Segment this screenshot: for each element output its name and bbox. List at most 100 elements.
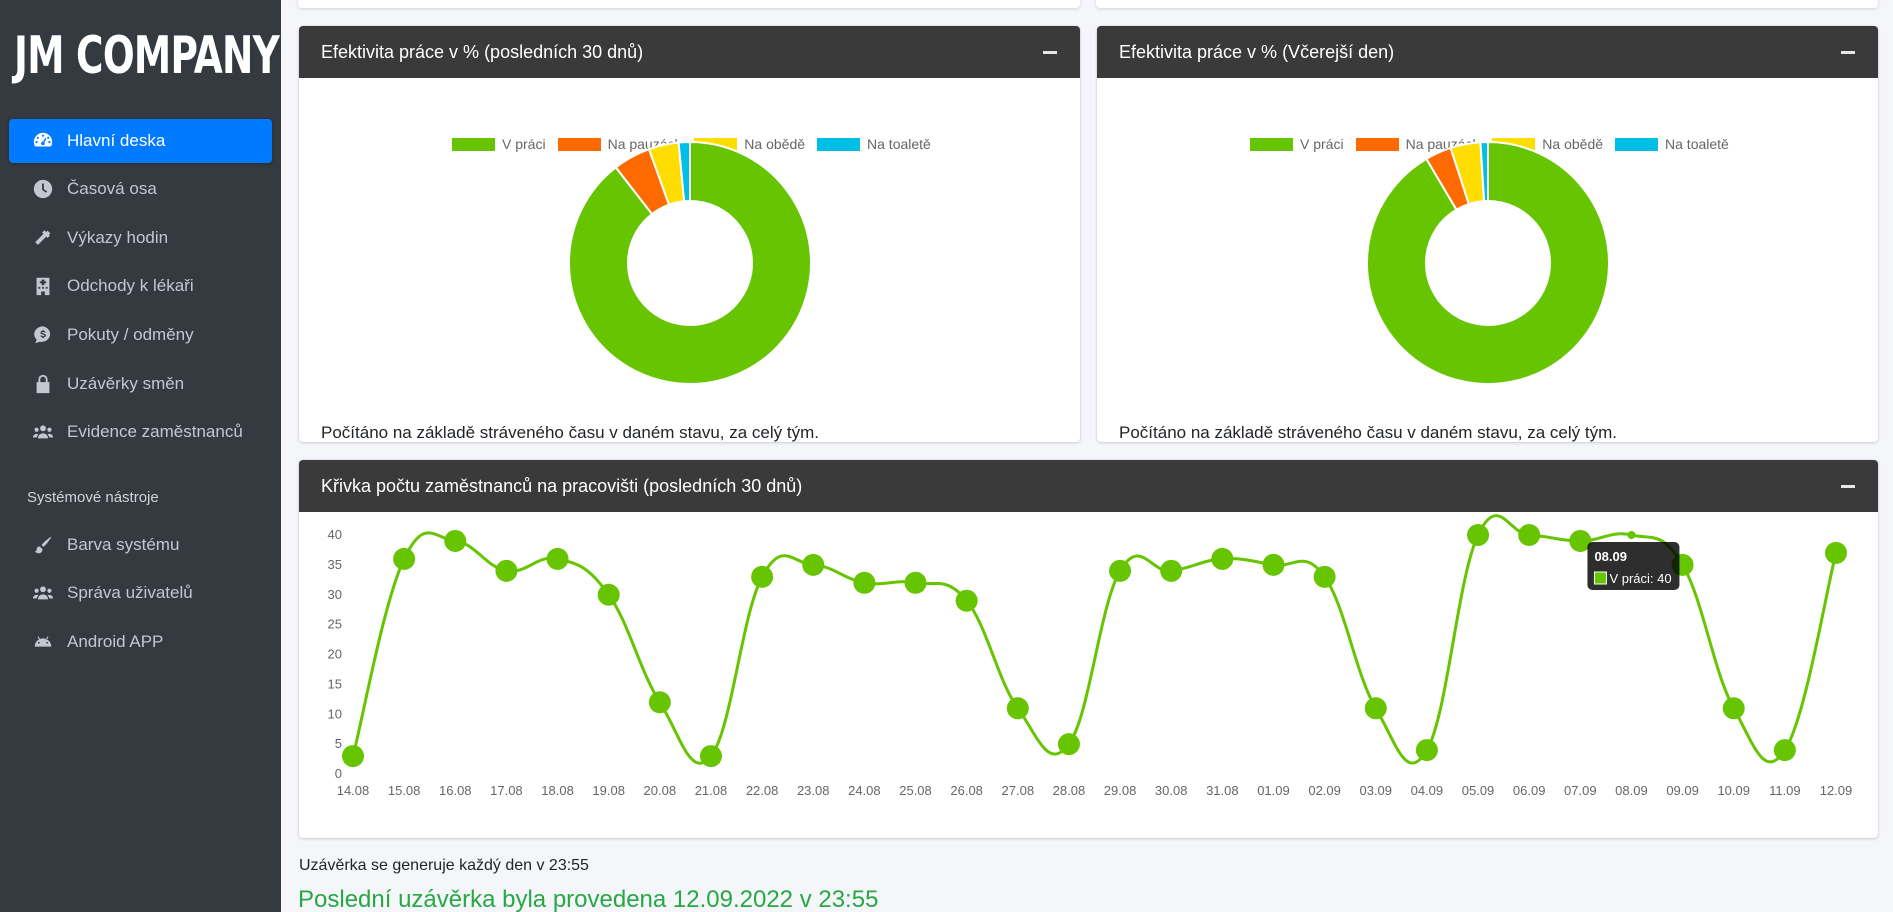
data-point[interactable] — [1825, 541, 1847, 564]
sidebar-item-label: Správa uživatelů — [67, 583, 193, 602]
data-point[interactable] — [1627, 531, 1636, 539]
brand-logo[interactable]: JM COMPANY — [14, 26, 280, 86]
x-tick-label: 03.09 — [1359, 783, 1392, 798]
legend-item[interactable]: V práci — [1250, 136, 1344, 152]
sidebar-item-label: Výkazy hodin — [67, 228, 169, 247]
x-tick-label: 10.09 — [1717, 783, 1750, 798]
y-tick-label: 30 — [328, 587, 342, 602]
sidebar-item-label: Uzávěrky směn — [67, 374, 185, 393]
data-point[interactable] — [1518, 524, 1541, 546]
data-point[interactable] — [444, 529, 467, 552]
legend-swatch — [817, 137, 861, 151]
doughnut-slice[interactable] — [1479, 140, 1489, 203]
chart-tooltip: 08.09 V práci: 40 — [1587, 542, 1680, 590]
sidebar-item-barva-systemu[interactable]: Barva systému — [9, 523, 272, 567]
lock-icon — [31, 372, 55, 396]
data-point[interactable] — [751, 565, 774, 588]
card-partial-top — [1096, 0, 1878, 8]
card-title: Efektivita práce v % (posledních 30 dnů) — [321, 41, 644, 62]
clock-icon — [31, 177, 55, 201]
data-point[interactable] — [342, 745, 364, 768]
doughnut-slice[interactable] — [677, 140, 691, 203]
legend-item[interactable]: Na toaletě — [817, 136, 931, 152]
sidebar-item-vykazy-hodin[interactable]: Výkazy hodin — [9, 216, 272, 260]
doughnut-slice[interactable] — [1366, 140, 1610, 385]
card-efficiency-30-days: Efektivita práce v % (posledních 30 dnů)… — [299, 26, 1080, 442]
x-tick-label: 15.08 — [388, 783, 421, 798]
sidebar-item-uzaverky-smen[interactable]: Uzávěrky směn — [9, 362, 272, 406]
tooltip-swatch — [1593, 571, 1607, 585]
card-title: Efektivita práce v % (Včerejší den) — [1119, 41, 1395, 62]
data-point[interactable] — [1722, 697, 1745, 720]
x-tick-label: 25.08 — [899, 783, 932, 798]
sidebar-section-header: Systémové nástroje — [27, 489, 159, 506]
data-point[interactable] — [1467, 524, 1490, 546]
legend-label: V práci — [1300, 136, 1344, 152]
sidebar-item-odchody-k-lekari[interactable]: Odchody k lékaři — [9, 264, 272, 308]
x-tick-label: 07.09 — [1564, 783, 1597, 798]
card-header: Efektivita práce v % (Včerejší den) — [1097, 26, 1878, 78]
data-point[interactable] — [495, 559, 518, 582]
legend-item[interactable]: Na toaletě — [1615, 136, 1729, 152]
sidebar-item-sprava-uzivatelu[interactable]: Správa uživatelů — [9, 571, 272, 615]
sidebar-item-casova-osa[interactable]: Časová osa — [9, 167, 272, 211]
y-tick-label: 25 — [328, 617, 342, 632]
legend-item[interactable]: V práci — [452, 136, 546, 152]
legend-swatch — [1250, 137, 1293, 151]
sidebar-item-android-app[interactable]: Android APP — [9, 620, 272, 664]
data-point[interactable] — [955, 589, 978, 612]
android-icon — [31, 630, 55, 654]
data-point[interactable] — [1773, 739, 1796, 762]
legend-label: Na obědě — [1542, 136, 1604, 152]
data-point[interactable] — [1313, 565, 1336, 588]
chart-legend: V práci Na pauzách Na obědě Na toaletě — [452, 136, 931, 152]
data-point[interactable] — [393, 547, 416, 570]
x-tick-label: 12.09 — [1820, 783, 1853, 798]
data-point[interactable] — [904, 571, 927, 594]
y-tick-label: 0 — [335, 766, 342, 781]
legend-swatch — [1355, 137, 1399, 151]
users-icon — [31, 420, 55, 444]
card-efficiency-yesterday: Efektivita práce v % (Včerejší den) V pr… — [1097, 26, 1878, 442]
legend-label: V práci — [502, 136, 546, 152]
data-point[interactable] — [1057, 733, 1080, 756]
data-point[interactable] — [1262, 553, 1285, 576]
collapse-button[interactable] — [1838, 477, 1858, 495]
data-point[interactable] — [1160, 559, 1183, 582]
data-point[interactable] — [1415, 739, 1438, 762]
sidebar-item-hlavni-deska[interactable]: Hlavní deska — [9, 119, 272, 163]
data-point[interactable] — [802, 553, 825, 576]
sidebar-item-label: Evidence zaměstnanců — [67, 422, 243, 441]
collapse-button[interactable] — [1040, 43, 1060, 61]
x-tick-label: 05.09 — [1462, 783, 1495, 798]
data-point[interactable] — [597, 583, 620, 606]
x-tick-label: 06.09 — [1513, 783, 1546, 798]
sidebar-item-pokuty-odmeny[interactable]: Pokuty / odměny — [9, 313, 272, 357]
card-note: Počítáno na základě stráveného času v da… — [1119, 423, 1617, 442]
data-point[interactable] — [1109, 559, 1132, 582]
sidebar-item-label: Odchody k lékaři — [67, 276, 194, 295]
sidebar-item-evidence-zamestnancu[interactable]: Evidence zaměstnanců — [9, 410, 272, 454]
sidebar-item-label: Časová osa — [67, 179, 157, 198]
data-point[interactable] — [648, 691, 671, 714]
doughnut-slice[interactable] — [568, 140, 812, 385]
data-point[interactable] — [699, 745, 722, 768]
data-point[interactable] — [1211, 547, 1234, 570]
data-point[interactable] — [546, 547, 569, 570]
legend-label: Na obědě — [744, 136, 806, 152]
collapse-button[interactable] — [1838, 43, 1858, 61]
tooltip-box — [1587, 542, 1680, 590]
paint-brush-icon — [31, 533, 55, 557]
data-point[interactable] — [1569, 529, 1592, 552]
x-tick-label: 21.08 — [695, 783, 728, 798]
card-header: Efektivita práce v % (posledních 30 dnů) — [299, 26, 1080, 78]
data-point[interactable] — [1006, 697, 1029, 720]
sidebar-item-label: Android APP — [67, 632, 164, 651]
y-tick-label: 40 — [328, 527, 342, 542]
data-point[interactable] — [853, 571, 876, 594]
data-point[interactable] — [1364, 697, 1387, 720]
x-tick-label: 30.08 — [1155, 783, 1188, 798]
tooltip-label: V práci: 40 — [1609, 571, 1671, 586]
x-tick-label: 09.09 — [1666, 783, 1699, 798]
users-icon — [31, 581, 55, 605]
